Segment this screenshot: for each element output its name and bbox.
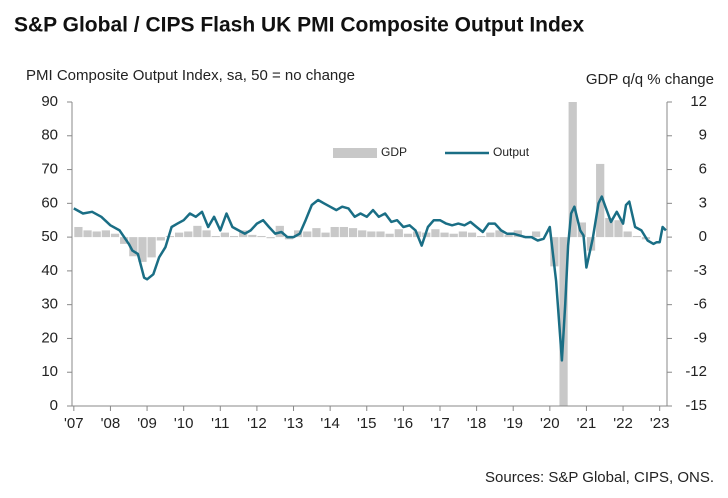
y2-tick-label: -15 bbox=[685, 397, 707, 414]
gdp-bar bbox=[477, 235, 486, 238]
plot-area bbox=[73, 102, 667, 406]
gdp-bar bbox=[440, 232, 449, 238]
gdp-bar bbox=[257, 235, 266, 238]
y-tick-label: 70 bbox=[41, 161, 58, 178]
gdp-bar bbox=[348, 228, 358, 238]
x-tick-label: '16 bbox=[394, 415, 414, 432]
y-tick-label: 10 bbox=[41, 363, 58, 380]
gdp-bar bbox=[110, 233, 120, 238]
x-tick-label: '21 bbox=[577, 415, 597, 432]
legend-swatch bbox=[333, 148, 377, 158]
gdp-bar bbox=[577, 222, 586, 238]
gdp-bar bbox=[74, 226, 83, 238]
y2-tick-label: 0 bbox=[699, 228, 707, 245]
gdp-bar bbox=[632, 235, 641, 238]
gdp-bar bbox=[156, 237, 165, 241]
gdp-bar bbox=[467, 232, 477, 238]
legend-label: GDP bbox=[381, 145, 407, 159]
gdp-bar bbox=[120, 237, 129, 244]
output-line bbox=[73, 195, 667, 362]
y2-tick-label: 3 bbox=[699, 194, 707, 211]
gdp-bar bbox=[403, 233, 413, 238]
gdp-bar bbox=[614, 220, 623, 238]
x-tick-label: '15 bbox=[357, 415, 377, 432]
legend-label: Output bbox=[493, 145, 530, 159]
y-tick-label: 90 bbox=[41, 93, 58, 110]
gdp-bar bbox=[394, 229, 403, 238]
gdp-bar bbox=[211, 235, 220, 238]
x-tick-label: '14 bbox=[320, 415, 340, 432]
gdp-bar bbox=[147, 237, 156, 258]
gdp-bar bbox=[550, 237, 559, 267]
y-tick-label: 80 bbox=[41, 127, 58, 144]
gdp-bar bbox=[376, 231, 385, 238]
y2-tick-label: -6 bbox=[694, 296, 707, 313]
x-tick-label: '20 bbox=[540, 415, 560, 432]
y2-tick-label: 6 bbox=[699, 161, 707, 178]
y2-tick-label: -12 bbox=[685, 363, 707, 380]
x-tick-label: '17 bbox=[430, 415, 450, 432]
y-tick-label: 40 bbox=[41, 262, 58, 279]
y2-tick-label: 9 bbox=[699, 127, 707, 144]
y-tick-label: 0 bbox=[50, 397, 58, 414]
x-tick-label: '12 bbox=[247, 415, 267, 432]
gdp-bar bbox=[605, 217, 614, 238]
x-tick-label: '10 bbox=[174, 415, 194, 432]
x-tick-label: '13 bbox=[284, 415, 304, 432]
y2-axis-label: GDP q/q % change bbox=[586, 71, 714, 88]
gdp-bar bbox=[321, 232, 330, 238]
gdp-bar bbox=[229, 235, 239, 238]
gdp-bar bbox=[330, 226, 339, 238]
gdp-bar bbox=[367, 231, 376, 238]
y-tick-label: 30 bbox=[41, 296, 58, 313]
gdp-bar bbox=[312, 228, 321, 238]
gdp-bar bbox=[83, 230, 92, 238]
gdp-bar bbox=[202, 230, 211, 238]
x-tick-label: '23 bbox=[650, 415, 670, 432]
gdp-bar bbox=[504, 234, 513, 238]
y2-tick-label: -3 bbox=[694, 262, 707, 279]
x-tick-label: '22 bbox=[613, 415, 633, 432]
gdp-bar bbox=[339, 226, 348, 238]
gdp-bar bbox=[568, 102, 577, 238]
gdp-bar bbox=[266, 237, 275, 239]
y2-tick-label: -9 bbox=[694, 329, 707, 346]
x-tick-label: '07 bbox=[64, 415, 84, 432]
gdp-bar bbox=[138, 237, 147, 262]
gdp-bar bbox=[101, 230, 110, 238]
x-tick-label: '19 bbox=[503, 415, 523, 432]
gdp-bar bbox=[174, 232, 184, 238]
gdp-bar bbox=[248, 234, 257, 238]
gdp-bar bbox=[92, 231, 101, 238]
gdp-bar bbox=[531, 231, 541, 238]
x-tick-label: '18 bbox=[467, 415, 487, 432]
chart-title: S&P Global / CIPS Flash UK PMI Composite… bbox=[14, 14, 584, 37]
y-tick-label: 20 bbox=[41, 329, 58, 346]
y-tick-label: 60 bbox=[41, 194, 58, 211]
gdp-bar bbox=[193, 225, 202, 238]
gdp-bar bbox=[184, 231, 193, 238]
gdp-bar bbox=[358, 230, 367, 238]
gdp-bar bbox=[385, 233, 394, 238]
y2-tick-label: 12 bbox=[690, 93, 707, 110]
x-tick-label: '11 bbox=[211, 415, 229, 432]
gdp-bar bbox=[303, 231, 312, 238]
y-axis-label: PMI Composite Output Index, sa, 50 = no … bbox=[26, 67, 355, 84]
gdp-bar bbox=[458, 231, 467, 238]
gdp-bar bbox=[495, 230, 504, 238]
x-tick-label: '09 bbox=[137, 415, 157, 432]
y-tick-label: 50 bbox=[41, 228, 58, 245]
source: Sources: S&P Global, CIPS, ONS. bbox=[485, 469, 714, 486]
x-tick-label: '08 bbox=[101, 415, 121, 432]
gdp-bar bbox=[623, 231, 632, 238]
gdp-bar bbox=[449, 233, 458, 238]
gdp-bar bbox=[129, 237, 138, 257]
gdp-bar bbox=[220, 232, 229, 238]
gdp-bar bbox=[431, 229, 440, 238]
gdp-bar bbox=[486, 232, 495, 238]
